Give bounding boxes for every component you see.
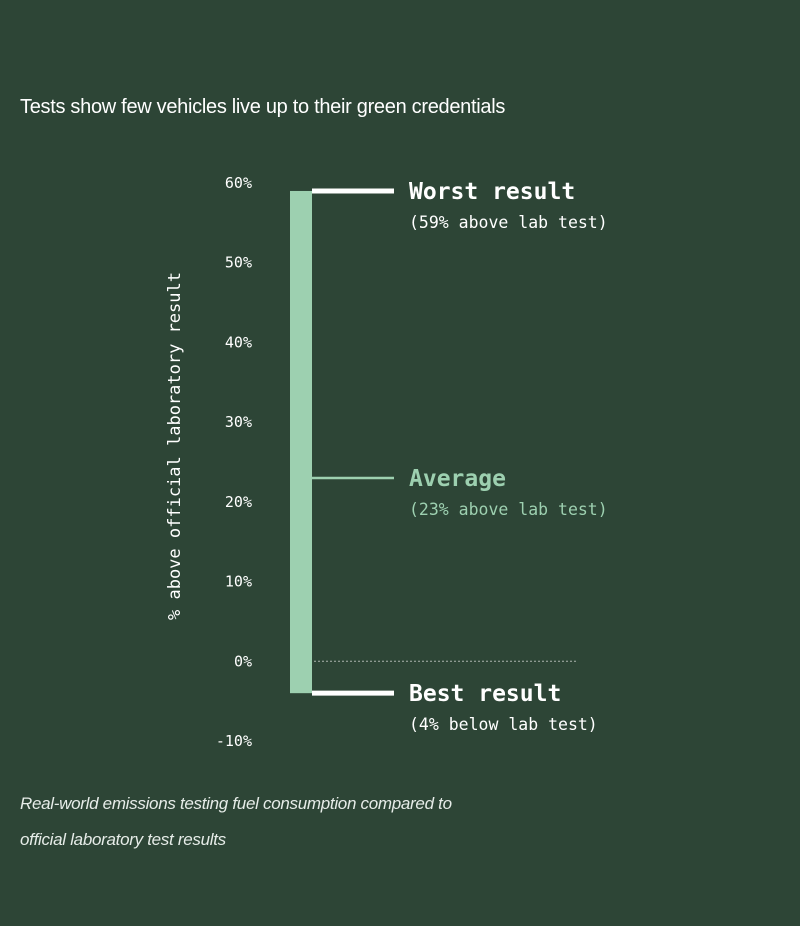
chart-caption: Real-world emissions testing fuel consum… [20, 786, 580, 858]
y-axis-label: % above official laboratory result [165, 272, 185, 620]
caption-line-1: Real-world emissions testing fuel consum… [20, 794, 452, 813]
y-tick-label: 30% [225, 413, 252, 431]
worst-label: Worst result [409, 179, 575, 205]
worst-sublabel: (59% above lab test) [409, 213, 608, 232]
average-sublabel: (23% above lab test) [409, 500, 608, 519]
y-tick-label: 0% [234, 652, 252, 670]
range-bar [290, 190, 312, 694]
best-label: Best result [409, 681, 561, 707]
chart-title: Tests show few vehicles live up to their… [20, 96, 506, 118]
y-tick-label: 50% [225, 254, 252, 272]
annotations: Worst result (59% above lab test) Average (… [312, 179, 608, 734]
y-axis-ticks: 60% 50% 40% 30% 20% 10% 0% -10% [216, 174, 252, 750]
y-tick-label: 10% [225, 573, 252, 591]
best-sublabel: (4% below lab test) [409, 715, 598, 734]
average-label: Average [409, 466, 506, 492]
y-tick-label: 60% [225, 174, 252, 192]
y-tick-label: 20% [225, 493, 252, 511]
caption-line-2: official laboratory test results [20, 830, 226, 849]
y-tick-label: -10% [216, 732, 252, 750]
y-tick-label: 40% [225, 333, 252, 351]
